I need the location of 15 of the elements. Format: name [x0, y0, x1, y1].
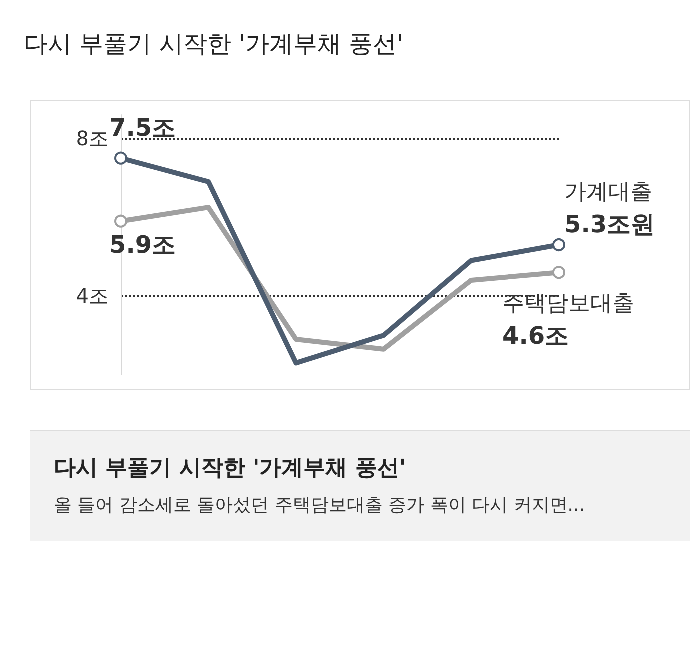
point [552, 238, 566, 252]
data-label: 7.5조 [110, 114, 176, 142]
text: 올 들어 감소세로 돌아섰던 주택담보대출 증가 폭이 다시 커지면... [54, 494, 586, 517]
y-tick-label: 8조 [76, 126, 109, 151]
chart-title: 다시 부풀기 시작한 '가계부채 풍선' [23, 29, 405, 60]
text: 다시 부풀기 시작한 '가계부채 풍선' [54, 455, 408, 483]
y-tick-label: 4조 [76, 284, 109, 308]
data-label: 4.6조 [502, 322, 570, 350]
point [114, 152, 128, 165]
series-label: 가계대출 [564, 180, 652, 205]
data-label: 5.9조 [110, 230, 176, 259]
data-label: 5.3조원 [564, 210, 656, 238]
point [552, 266, 566, 280]
series-label: 주택담보대출 [502, 292, 634, 317]
point [114, 214, 128, 228]
